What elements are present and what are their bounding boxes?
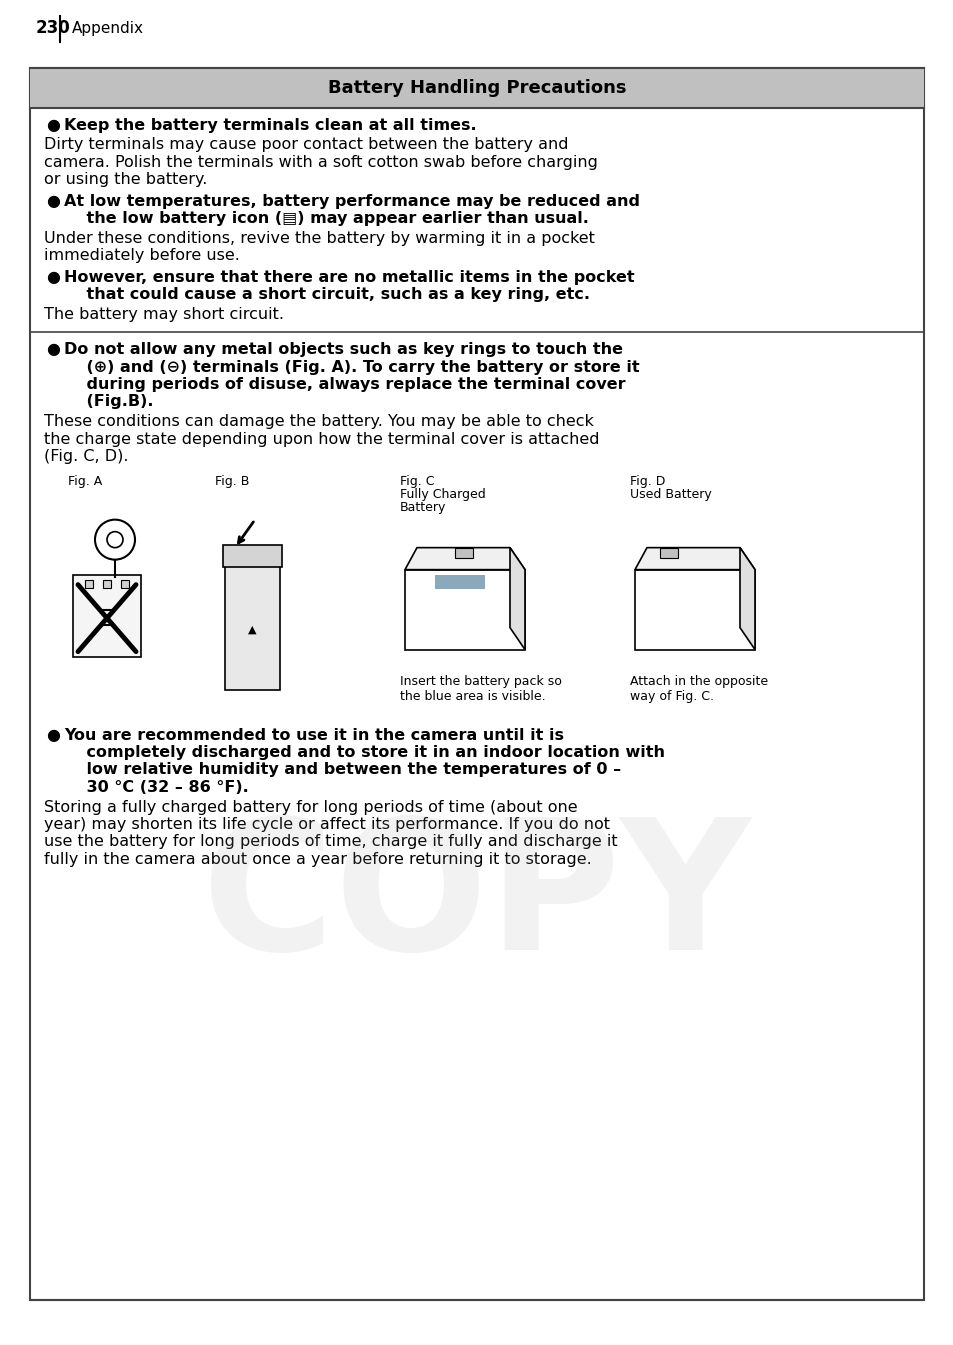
Polygon shape (635, 547, 754, 570)
Text: ●: ● (46, 728, 60, 742)
Text: Keep the battery terminals clean at all times.: Keep the battery terminals clean at all … (64, 118, 476, 133)
Text: COPY: COPY (202, 812, 751, 989)
Polygon shape (510, 547, 524, 650)
Text: Fig. A: Fig. A (68, 475, 102, 488)
Text: These conditions can damage the battery. You may be able to check
the charge sta: These conditions can damage the battery.… (44, 414, 598, 464)
Bar (103, 580, 111, 588)
Text: ●: ● (46, 342, 60, 358)
Text: However, ensure that there are no metallic items in the pocket
    that could ca: However, ensure that there are no metall… (64, 270, 634, 303)
Text: Attach in the opposite
way of Fig. C.: Attach in the opposite way of Fig. C. (629, 675, 767, 702)
Bar (85, 580, 92, 588)
Bar (635, 570, 754, 650)
Text: The battery may short circuit.: The battery may short circuit. (44, 307, 284, 321)
Text: Fig. C: Fig. C (399, 475, 434, 488)
Text: Do not allow any metal objects such as key rings to touch the
    (⊕) and (⊖) te: Do not allow any metal objects such as k… (64, 342, 639, 409)
Bar (225, 560, 280, 690)
Text: Battery Handling Precautions: Battery Handling Precautions (328, 79, 625, 97)
Text: ●: ● (46, 194, 60, 208)
Bar (435, 574, 484, 589)
Bar (405, 570, 524, 650)
Bar (659, 547, 678, 558)
Text: Battery: Battery (399, 500, 446, 514)
Bar (73, 574, 141, 656)
Bar (30, 69, 923, 108)
Text: Dirty terminals may cause poor contact between the battery and
camera. Polish th: Dirty terminals may cause poor contact b… (44, 137, 598, 187)
Text: At low temperatures, battery performance may be reduced and
    the low battery : At low temperatures, battery performance… (64, 194, 639, 226)
Bar (223, 545, 282, 566)
Text: You are recommended to use it in the camera until it is
    completely discharge: You are recommended to use it in the cam… (64, 728, 664, 795)
Text: Appendix: Appendix (71, 20, 144, 35)
Text: ●: ● (46, 270, 60, 285)
Polygon shape (405, 547, 524, 570)
Text: 230: 230 (36, 19, 71, 38)
Bar (455, 547, 473, 558)
Bar (121, 580, 129, 588)
Text: Used Battery: Used Battery (629, 488, 711, 500)
Text: Insert the battery pack so
the blue area is visible.: Insert the battery pack so the blue area… (399, 675, 561, 702)
Text: Storing a fully charged battery for long periods of time (about one
year) may sh: Storing a fully charged battery for long… (44, 799, 617, 866)
Text: Fig. D: Fig. D (629, 475, 664, 488)
Polygon shape (740, 547, 754, 650)
Text: Under these conditions, revive the battery by warming it in a pocket
immediately: Under these conditions, revive the batte… (44, 231, 595, 264)
Text: Fig. B: Fig. B (214, 475, 249, 488)
Text: ▲: ▲ (248, 624, 256, 635)
Text: Fully Charged: Fully Charged (399, 488, 485, 500)
Text: ●: ● (46, 118, 60, 133)
